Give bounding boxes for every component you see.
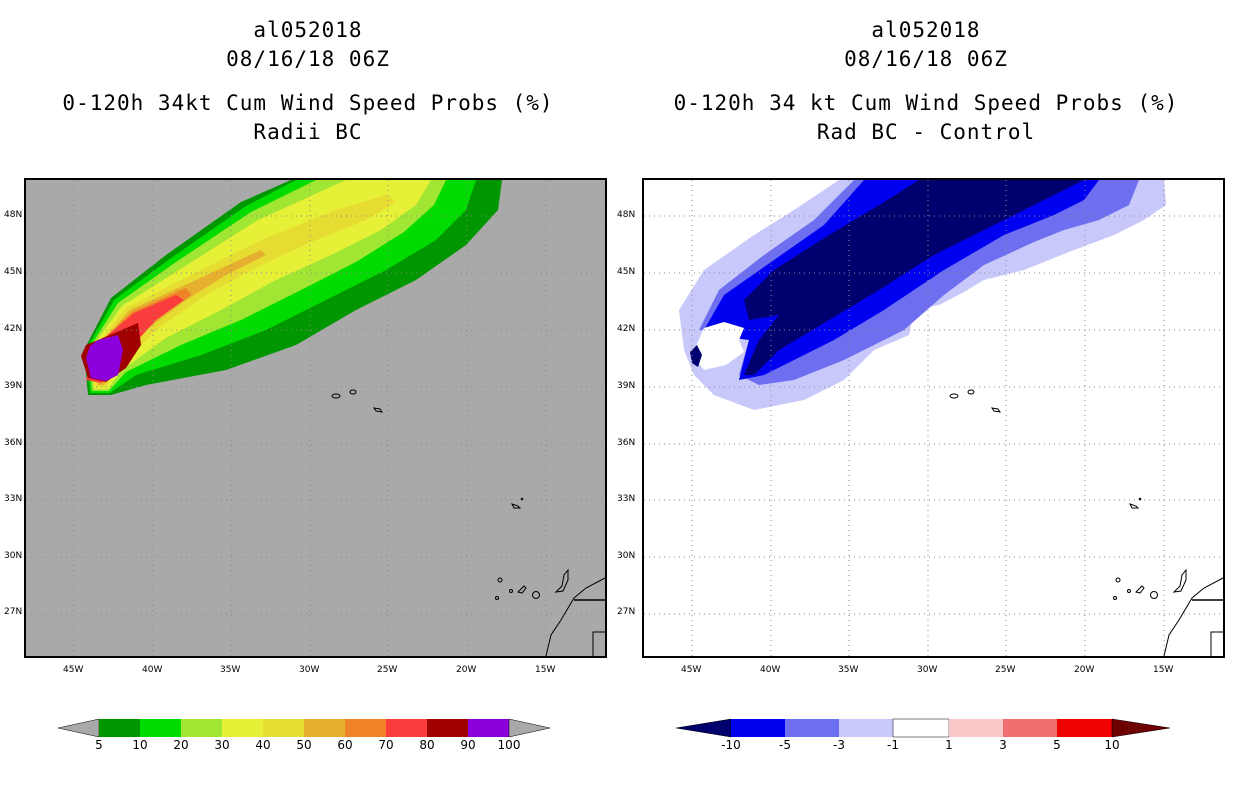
lat-label: 30N bbox=[4, 551, 23, 561]
left-colorbar-label: 80 bbox=[419, 738, 435, 752]
right-colorbar-label: -10 bbox=[721, 738, 741, 752]
left-colorbar-bin bbox=[263, 719, 304, 737]
left-colorbar-label: 60 bbox=[337, 738, 353, 752]
lon-label: 20W bbox=[456, 665, 477, 675]
right-colorbar-label: 1 bbox=[945, 738, 953, 752]
lat-label: 48N bbox=[4, 210, 23, 220]
right-colorbar-label: 5 bbox=[1053, 738, 1061, 752]
left-map-plot bbox=[26, 180, 605, 656]
left-subtitle: Radii BC bbox=[253, 120, 363, 144]
diff-lt-minus10 bbox=[744, 180, 1084, 375]
lat-label: 33N bbox=[4, 494, 23, 504]
left-datetime: 08/16/18 06Z bbox=[226, 47, 390, 71]
left-storm-id: al052018 bbox=[253, 18, 363, 42]
right-storm-id: al052018 bbox=[871, 18, 981, 42]
lon-label: 40W bbox=[142, 665, 163, 675]
right-colorbar-bin bbox=[839, 719, 893, 737]
left-title: 0-120h 34kt Cum Wind Speed Probs (%) bbox=[62, 91, 554, 115]
left-colorbar-label: 10 bbox=[132, 738, 148, 752]
left-coastlines bbox=[331, 389, 605, 656]
lat-label: 36N bbox=[4, 438, 23, 448]
lon-label: 30W bbox=[917, 665, 938, 675]
left-colorbar-label: 70 bbox=[378, 738, 394, 752]
lat-label: 42N bbox=[617, 324, 636, 334]
right-map bbox=[642, 178, 1225, 658]
left-colorbar-label: 40 bbox=[255, 738, 271, 752]
lon-label: 25W bbox=[377, 665, 398, 675]
left-colorbar-label: 90 bbox=[460, 738, 476, 752]
lon-label: 35W bbox=[838, 665, 859, 675]
left-colorbar-label: 5 bbox=[95, 738, 103, 752]
right-colorbar-bin bbox=[949, 719, 1003, 737]
lon-label: 35W bbox=[220, 665, 241, 675]
lat-label: 39N bbox=[4, 381, 23, 391]
right-diff-contours bbox=[679, 180, 1166, 410]
right-colorbar-high-arrow bbox=[1111, 718, 1171, 738]
lat-label: 30N bbox=[617, 551, 636, 561]
lon-label: 15W bbox=[1153, 665, 1174, 675]
lat-label: 48N bbox=[617, 210, 636, 220]
right-colorbar-label: -3 bbox=[833, 738, 845, 752]
prob-40 bbox=[92, 195, 396, 387]
left-map bbox=[24, 178, 607, 658]
left-colorbar-label: 30 bbox=[214, 738, 230, 752]
left-colorbar-bin bbox=[99, 719, 140, 737]
lat-label: 42N bbox=[4, 324, 23, 334]
right-subtitle: Rad BC - Control bbox=[816, 120, 1036, 144]
left-colorbar-bin bbox=[427, 719, 468, 737]
lat-label: 36N bbox=[617, 438, 636, 448]
right-colorbar bbox=[676, 718, 1171, 738]
left-colorbar-label: 50 bbox=[296, 738, 312, 752]
left-colorbar-bin bbox=[140, 719, 181, 737]
lat-label: 39N bbox=[617, 381, 636, 391]
right-colorbar-bin bbox=[1003, 719, 1057, 737]
lat-label: 45N bbox=[617, 267, 636, 277]
lon-label: 20W bbox=[1074, 665, 1095, 675]
right-colorbar-label: 10 bbox=[1104, 738, 1120, 752]
left-colorbar-bin bbox=[386, 719, 427, 737]
right-colorbar-label: -5 bbox=[779, 738, 791, 752]
left-prob-contours bbox=[81, 180, 502, 395]
lat-label: 27N bbox=[4, 607, 23, 617]
right-colorbar-bin bbox=[892, 718, 950, 738]
right-colorbar-bin bbox=[785, 719, 839, 737]
lon-label: 40W bbox=[760, 665, 781, 675]
left-colorbar-label: 100 bbox=[497, 738, 521, 752]
prob-90 bbox=[86, 335, 123, 381]
diff-white-hole bbox=[692, 322, 744, 370]
left-colorbar-label: 20 bbox=[173, 738, 189, 752]
right-coastlines bbox=[949, 389, 1223, 656]
lon-label: 45W bbox=[63, 665, 84, 675]
prob-30 bbox=[90, 180, 431, 389]
right-colorbar-label: 3 bbox=[999, 738, 1007, 752]
lon-label: 15W bbox=[535, 665, 556, 675]
lon-label: 25W bbox=[995, 665, 1016, 675]
left-colorbar-bin bbox=[345, 719, 386, 737]
right-title: 0-120h 34 kt Cum Wind Speed Probs (%) bbox=[673, 91, 1179, 115]
left-colorbar-bin bbox=[181, 719, 222, 737]
left-colorbar bbox=[58, 718, 551, 738]
left-colorbar-bin bbox=[222, 719, 263, 737]
right-datetime: 08/16/18 06Z bbox=[844, 47, 1008, 71]
lon-label: 45W bbox=[681, 665, 702, 675]
left-colorbar-bin bbox=[304, 719, 345, 737]
left-colorbar-bin bbox=[468, 719, 509, 737]
left-colorbar-high-arrow bbox=[508, 718, 551, 738]
diff-small-minus10 bbox=[690, 345, 702, 367]
right-colorbar-bin bbox=[1057, 719, 1112, 737]
lon-label: 30W bbox=[299, 665, 320, 675]
lat-label: 27N bbox=[617, 607, 636, 617]
lat-label: 45N bbox=[4, 267, 23, 277]
left-colorbar-low-arrow bbox=[58, 718, 100, 738]
right-colorbar-bin bbox=[731, 719, 785, 737]
right-map-plot bbox=[644, 180, 1223, 656]
right-colorbar-label: -1 bbox=[887, 738, 899, 752]
right-colorbar-low-arrow bbox=[676, 718, 732, 738]
lat-label: 33N bbox=[617, 494, 636, 504]
